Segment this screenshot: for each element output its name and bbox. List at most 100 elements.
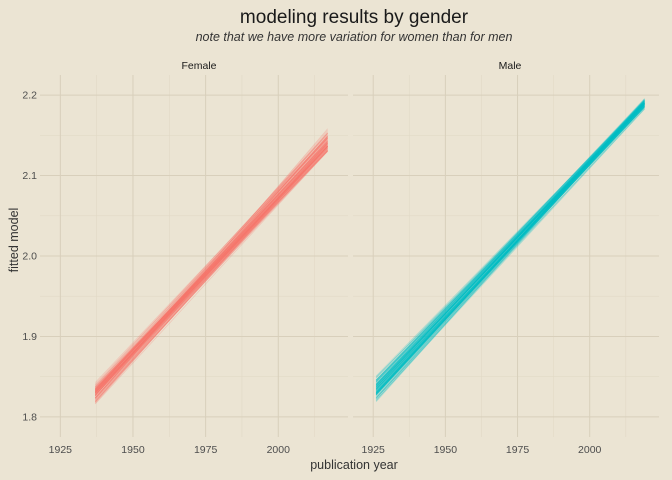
- model-line-female: [94, 146, 328, 388]
- chart-subtitle: note that we have more variation for wom…: [196, 30, 513, 44]
- model-line-male: [375, 105, 645, 393]
- model-line-male: [375, 106, 645, 382]
- model-line-male: [375, 102, 645, 392]
- model-line-female: [94, 145, 328, 394]
- model-line-female: [94, 132, 328, 390]
- x-tick-labels: 1925 1950 1975 2000 1925 1950 1975 2000: [49, 444, 602, 456]
- model-line-male: [375, 103, 645, 386]
- x-tick-label: 2000: [267, 444, 291, 456]
- model-line-male: [375, 106, 645, 390]
- model-line-male: [375, 103, 645, 386]
- model-line-male: [375, 99, 645, 398]
- model-line-female: [94, 136, 328, 388]
- model-line-male: [375, 103, 645, 387]
- model-line-male: [375, 103, 645, 394]
- model-line-female: [94, 150, 328, 392]
- model-line-male: [375, 99, 645, 382]
- model-line-female: [94, 131, 328, 397]
- model-line-female: [94, 145, 328, 403]
- x-tick-label: 1925: [49, 444, 73, 456]
- model-line-male: [375, 102, 645, 388]
- model-line-male: [375, 103, 645, 394]
- model-line-male: [375, 106, 645, 386]
- model-line-male: [375, 108, 645, 396]
- model-line-female: [94, 142, 328, 388]
- model-line-male: [375, 101, 645, 389]
- x-tick-label: 1975: [506, 444, 530, 456]
- model-line-female: [94, 146, 328, 393]
- model-line-female: [94, 149, 328, 396]
- model-line-female: [94, 139, 328, 392]
- model-line-female: [94, 136, 328, 397]
- model-line-male: [375, 103, 645, 388]
- model-line-male: [375, 103, 645, 381]
- model-line-female: [94, 144, 328, 391]
- model-line-female: [94, 148, 328, 402]
- model-line-female: [94, 132, 328, 397]
- model-line-female: [94, 134, 328, 386]
- model-line-female: [94, 144, 328, 393]
- model-line-female: [94, 140, 328, 390]
- model-line-male: [375, 103, 645, 395]
- model-line-male: [375, 102, 645, 387]
- model-line-male: [375, 102, 645, 396]
- model-line-male: [375, 102, 645, 388]
- model-line-male: [375, 104, 645, 398]
- model-line-male: [375, 106, 645, 395]
- x-tick-label: 1950: [434, 444, 458, 456]
- model-line-male: [375, 106, 645, 400]
- model-line-female: [94, 146, 328, 399]
- model-line-male: [375, 102, 645, 403]
- model-line-female: [94, 139, 328, 398]
- model-line-female: [94, 141, 328, 395]
- model-line-female: [94, 144, 328, 395]
- model-line-male: [375, 102, 645, 393]
- model-line-male: [375, 108, 645, 401]
- y-tick-label: 2.1: [22, 170, 37, 182]
- model-line-female: [94, 137, 328, 396]
- model-line-male: [375, 105, 645, 395]
- model-line-female: [94, 138, 328, 398]
- model-line-female: [94, 146, 328, 391]
- model-line-male: [375, 100, 645, 388]
- model-line-male: [375, 103, 645, 388]
- model-line-female: [94, 143, 328, 404]
- model-line-female: [94, 145, 328, 391]
- model-line-female: [94, 133, 328, 387]
- model-line-male: [375, 104, 645, 390]
- model-line-female: [94, 137, 328, 390]
- model-line-female: [94, 142, 328, 396]
- model-line-female: [94, 151, 328, 400]
- model-line-female: [94, 142, 328, 393]
- model-line-female: [94, 144, 328, 396]
- model-line-female: [94, 132, 328, 399]
- model-line-male: [375, 99, 645, 383]
- model-line-female: [94, 143, 328, 390]
- model-line-female: [94, 146, 328, 394]
- model-line-male: [375, 104, 645, 383]
- model-line-female: [94, 149, 328, 394]
- model-line-male: [375, 100, 645, 388]
- strip-label-female: Female: [181, 60, 216, 72]
- model-line-female: [94, 150, 328, 405]
- model-line-male: [375, 104, 645, 390]
- x-axis-title: publication year: [310, 458, 398, 472]
- model-line-male: [375, 105, 645, 394]
- model-line-male: [375, 106, 645, 394]
- model-line-female: [94, 147, 328, 402]
- model-line-male: [375, 104, 645, 396]
- model-line-female: [94, 143, 328, 403]
- y-tick-label: 2.0: [22, 251, 37, 263]
- model-line-male: [375, 103, 645, 382]
- model-line-male: [375, 102, 645, 381]
- model-line-female: [94, 146, 328, 396]
- model-line-female: [94, 141, 328, 390]
- model-line-male: [375, 106, 645, 390]
- model-line-male: [375, 101, 645, 398]
- model-line-male: [375, 100, 645, 380]
- model-line-female: [94, 142, 328, 398]
- model-line-male: [375, 105, 645, 393]
- x-tick-label: 2000: [578, 444, 602, 456]
- model-line-female: [94, 135, 328, 403]
- model-line-female: [94, 148, 328, 392]
